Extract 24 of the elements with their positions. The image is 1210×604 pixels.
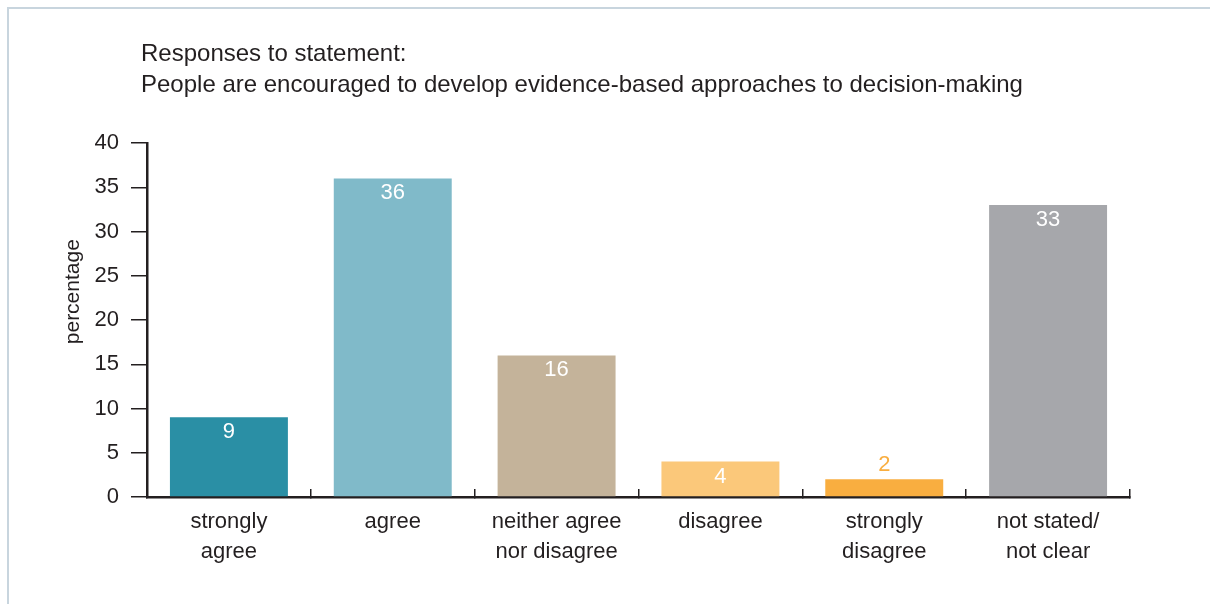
x-tick-label: agree [364, 507, 421, 533]
y-tick-label: 30 [94, 217, 119, 243]
y-tick-label: 20 [94, 306, 119, 332]
data-label: 2 [878, 451, 891, 477]
y-tick-label: 0 [106, 483, 119, 509]
x-tick-label: strongly agree [190, 507, 268, 563]
y-tick-label: 35 [94, 173, 119, 199]
y-tick-label: 10 [94, 394, 119, 420]
data-label: 36 [380, 179, 405, 205]
y-tick-label: 15 [94, 350, 119, 376]
chart-title: Responses to statement: [141, 38, 407, 66]
x-tick-label: not stated/ not clear [996, 507, 1101, 563]
x-tick-label: neither agree nor disagree [491, 507, 622, 563]
y-tick-label: 25 [94, 261, 119, 287]
y-axis-title: percentage [59, 239, 83, 345]
y-tick-label: 5 [106, 438, 119, 464]
x-tick-label: strongly disagree [842, 507, 927, 563]
data-label: 9 [222, 418, 236, 444]
x-tick-label: disagree [678, 507, 763, 533]
y-tick-label: 40 [94, 129, 119, 155]
data-label: 4 [714, 462, 727, 488]
data-label: 16 [544, 356, 569, 382]
data-label: 33 [1035, 206, 1061, 232]
chart-subtitle: People are encouraged to develop evidence-based approaches to decision-making [141, 69, 1023, 97]
